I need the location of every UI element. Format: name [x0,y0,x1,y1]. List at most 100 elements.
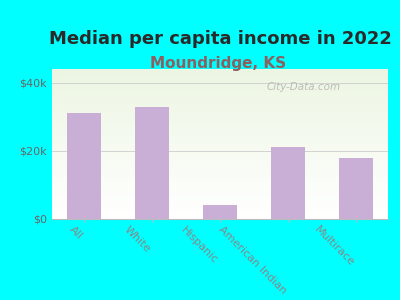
Bar [52,174,388,175]
Bar [52,215,388,217]
Bar [52,206,388,208]
Bar [52,120,388,122]
Bar [52,205,388,206]
Bar [52,188,388,189]
Bar [52,167,388,168]
Bar [52,128,388,129]
Bar [52,78,388,79]
Bar [52,140,388,142]
Bar [67,113,101,219]
Title: Median per capita income in 2022: Median per capita income in 2022 [48,30,392,48]
Bar [52,212,388,213]
Bar [52,119,388,120]
Bar [52,103,388,104]
Bar [52,115,388,116]
Bar [52,88,388,89]
Bar [52,108,388,109]
Bar [52,191,388,193]
Bar [52,154,388,155]
Bar [52,134,388,135]
Bar [52,182,388,183]
Bar [52,144,388,145]
Bar [52,209,388,210]
Bar [52,135,388,136]
Bar [52,79,388,80]
Bar [52,187,388,188]
Bar [52,190,388,191]
Bar [52,185,388,187]
Bar [52,131,388,133]
Bar [52,122,388,123]
Bar [52,149,388,150]
Bar [52,210,388,211]
Bar [52,90,388,92]
Bar [52,146,388,148]
Bar [52,189,388,190]
Bar [52,148,388,149]
Bar [52,129,388,130]
Bar [52,73,388,74]
Bar [52,130,388,131]
Bar [52,110,388,112]
Bar [52,76,388,78]
Bar [52,93,388,94]
Bar [52,127,388,128]
Bar [52,145,388,146]
Bar [52,203,388,204]
Bar [52,138,388,139]
Bar [52,69,388,70]
Bar [52,158,388,159]
Bar [52,142,388,143]
Bar [52,169,388,170]
Bar [52,183,388,184]
Bar [52,133,388,134]
Bar [52,178,388,179]
Bar [52,176,388,178]
Bar [52,200,388,202]
Bar [52,85,388,86]
Bar [52,99,388,100]
Bar [52,112,388,113]
Bar [52,114,388,115]
Bar [52,143,388,144]
Bar [52,116,388,118]
Bar [52,95,388,97]
Bar [52,83,388,84]
Bar [52,139,388,140]
Bar [52,184,388,185]
Bar [52,195,388,196]
Bar [52,89,388,90]
Bar [52,124,388,125]
Bar [52,75,388,76]
Bar [52,153,388,154]
Bar [52,218,388,219]
Bar [52,163,388,164]
Bar [52,86,388,88]
Bar [339,158,373,219]
Bar [52,150,388,152]
Bar [52,198,388,199]
Bar [52,74,388,75]
Text: City-Data.com: City-Data.com [267,82,341,92]
Bar [52,157,388,158]
Bar [52,125,388,127]
Bar [52,180,388,181]
Bar [52,161,388,163]
Bar [52,213,388,214]
Bar [52,84,388,85]
Bar [52,208,388,209]
Bar [52,155,388,157]
Bar [52,109,388,110]
Text: Moundridge, KS: Moundridge, KS [150,56,286,70]
Bar [52,214,388,215]
Bar [52,199,388,200]
Bar [52,92,388,93]
Bar [52,98,388,99]
Bar [52,202,388,203]
Bar [52,71,388,73]
Bar [52,113,388,114]
Bar [52,80,388,82]
Bar [52,196,388,198]
Bar [52,193,388,194]
Bar [52,82,388,83]
